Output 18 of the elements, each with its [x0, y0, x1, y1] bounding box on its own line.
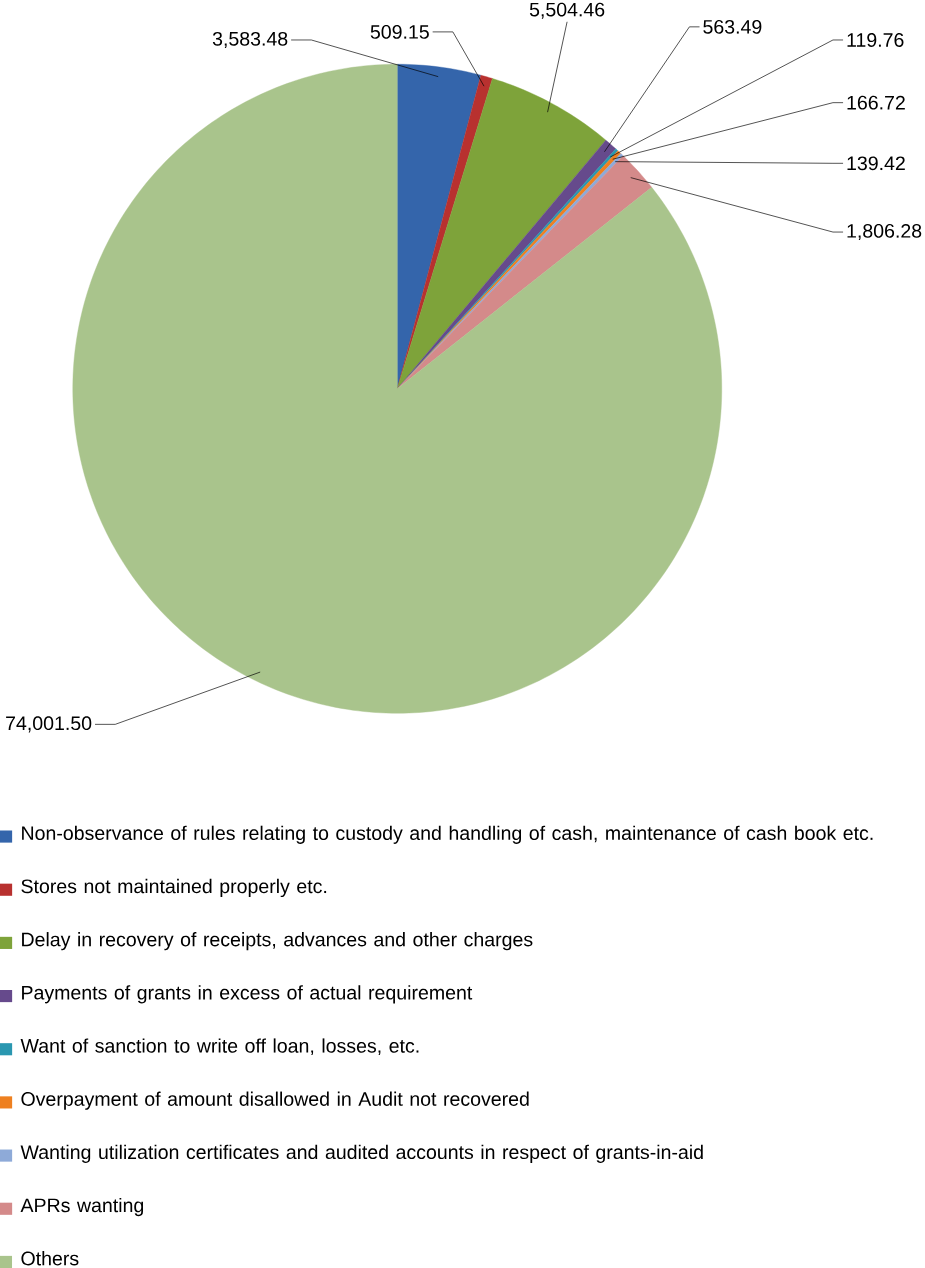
legend-label: Others [21, 1251, 79, 1266]
data-label: 166.72 [847, 95, 905, 110]
legend-label: APRs wanting [20, 1197, 144, 1217]
legend-label: Payments of grants in excess of actual requirement [22, 985, 473, 1004]
legend-label: Non-observance of rules relating to custody and handling of cash, maintenance of cash book etc. [22, 825, 873, 844]
data-label: 119.76 [847, 33, 904, 47]
legend-label: Delay in recovery of receipts, advances and other charges [22, 932, 533, 951]
data-label: 3,583.48 [212, 31, 288, 49]
data-label: 509.15 [370, 24, 429, 39]
legend-label: Stores not maintained properly etc. [21, 878, 327, 898]
data-label: 139.42 [847, 156, 905, 171]
legend-label: Want of sanction to write off loan, losses, etc. [20, 1038, 419, 1056]
data-label: 5,504.46 [529, 2, 605, 19]
data-label: 1,806.28 [847, 223, 922, 241]
data-label: 563.49 [703, 19, 762, 34]
legend-label: Overpayment of amount disallowed in Audit not recovered [21, 1091, 529, 1110]
legend-label: Wanting utilization certificates and audited accounts in respect of grants-in-aid [20, 1144, 703, 1163]
data-label: 74,001.50 [6, 716, 92, 733]
